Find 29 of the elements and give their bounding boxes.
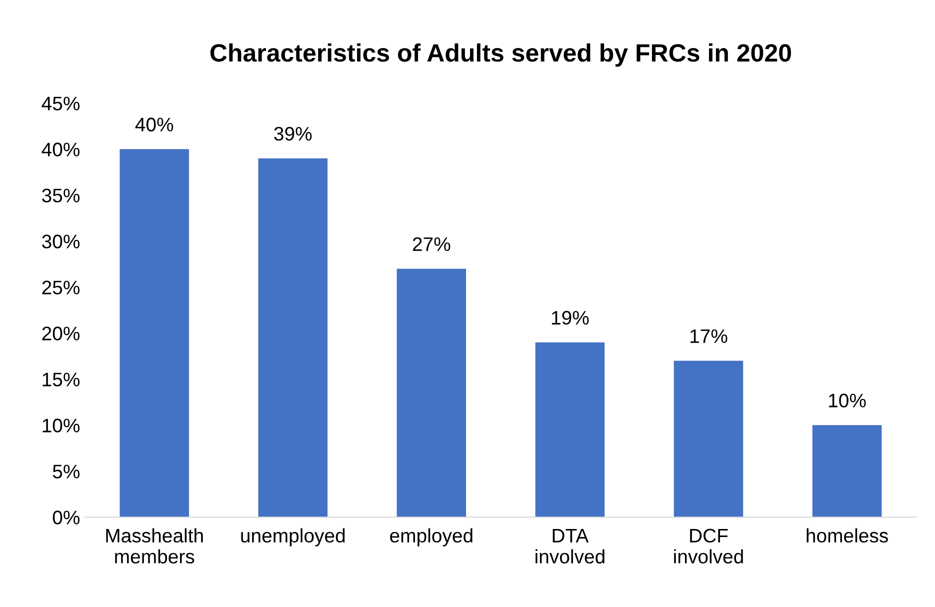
- data-label: 10%: [829, 394, 866, 408]
- y-tick-label: 45%: [42, 96, 80, 110]
- y-tick-label: 40%: [42, 142, 80, 156]
- y-tick-label: 20%: [42, 326, 80, 340]
- bar: [535, 342, 605, 518]
- bar: [674, 360, 744, 518]
- bar: [812, 425, 882, 518]
- y-tick-label: 5%: [52, 464, 80, 478]
- y-tick-label: 35%: [42, 188, 80, 202]
- y-tick-label: 30%: [42, 234, 80, 248]
- chart-title: Characteristics of Adults served by FRCs in 2020: [210, 43, 791, 67]
- x-tick-label: unemployed: [241, 528, 345, 546]
- y-tick-label: 15%: [42, 372, 80, 386]
- data-label: 39%: [274, 126, 312, 141]
- data-label: 40%: [135, 118, 174, 132]
- data-label: 19%: [552, 310, 589, 325]
- bar: [258, 158, 328, 518]
- x-tick-label: DTA involved: [536, 528, 604, 564]
- y-tick-label: 25%: [42, 280, 80, 294]
- bar: [120, 149, 189, 518]
- x-tick-label: Masshealth members: [106, 528, 203, 564]
- data-label: 27%: [412, 237, 450, 251]
- bar: [396, 268, 466, 518]
- y-tick-label: 0%: [52, 510, 80, 524]
- x-tick-label: employed: [390, 528, 472, 546]
- y-tick-label: 10%: [42, 418, 80, 432]
- x-tick-label: DCF involved: [674, 528, 743, 564]
- data-label: 17%: [690, 329, 728, 343]
- x-tick-label: homeless: [806, 528, 888, 543]
